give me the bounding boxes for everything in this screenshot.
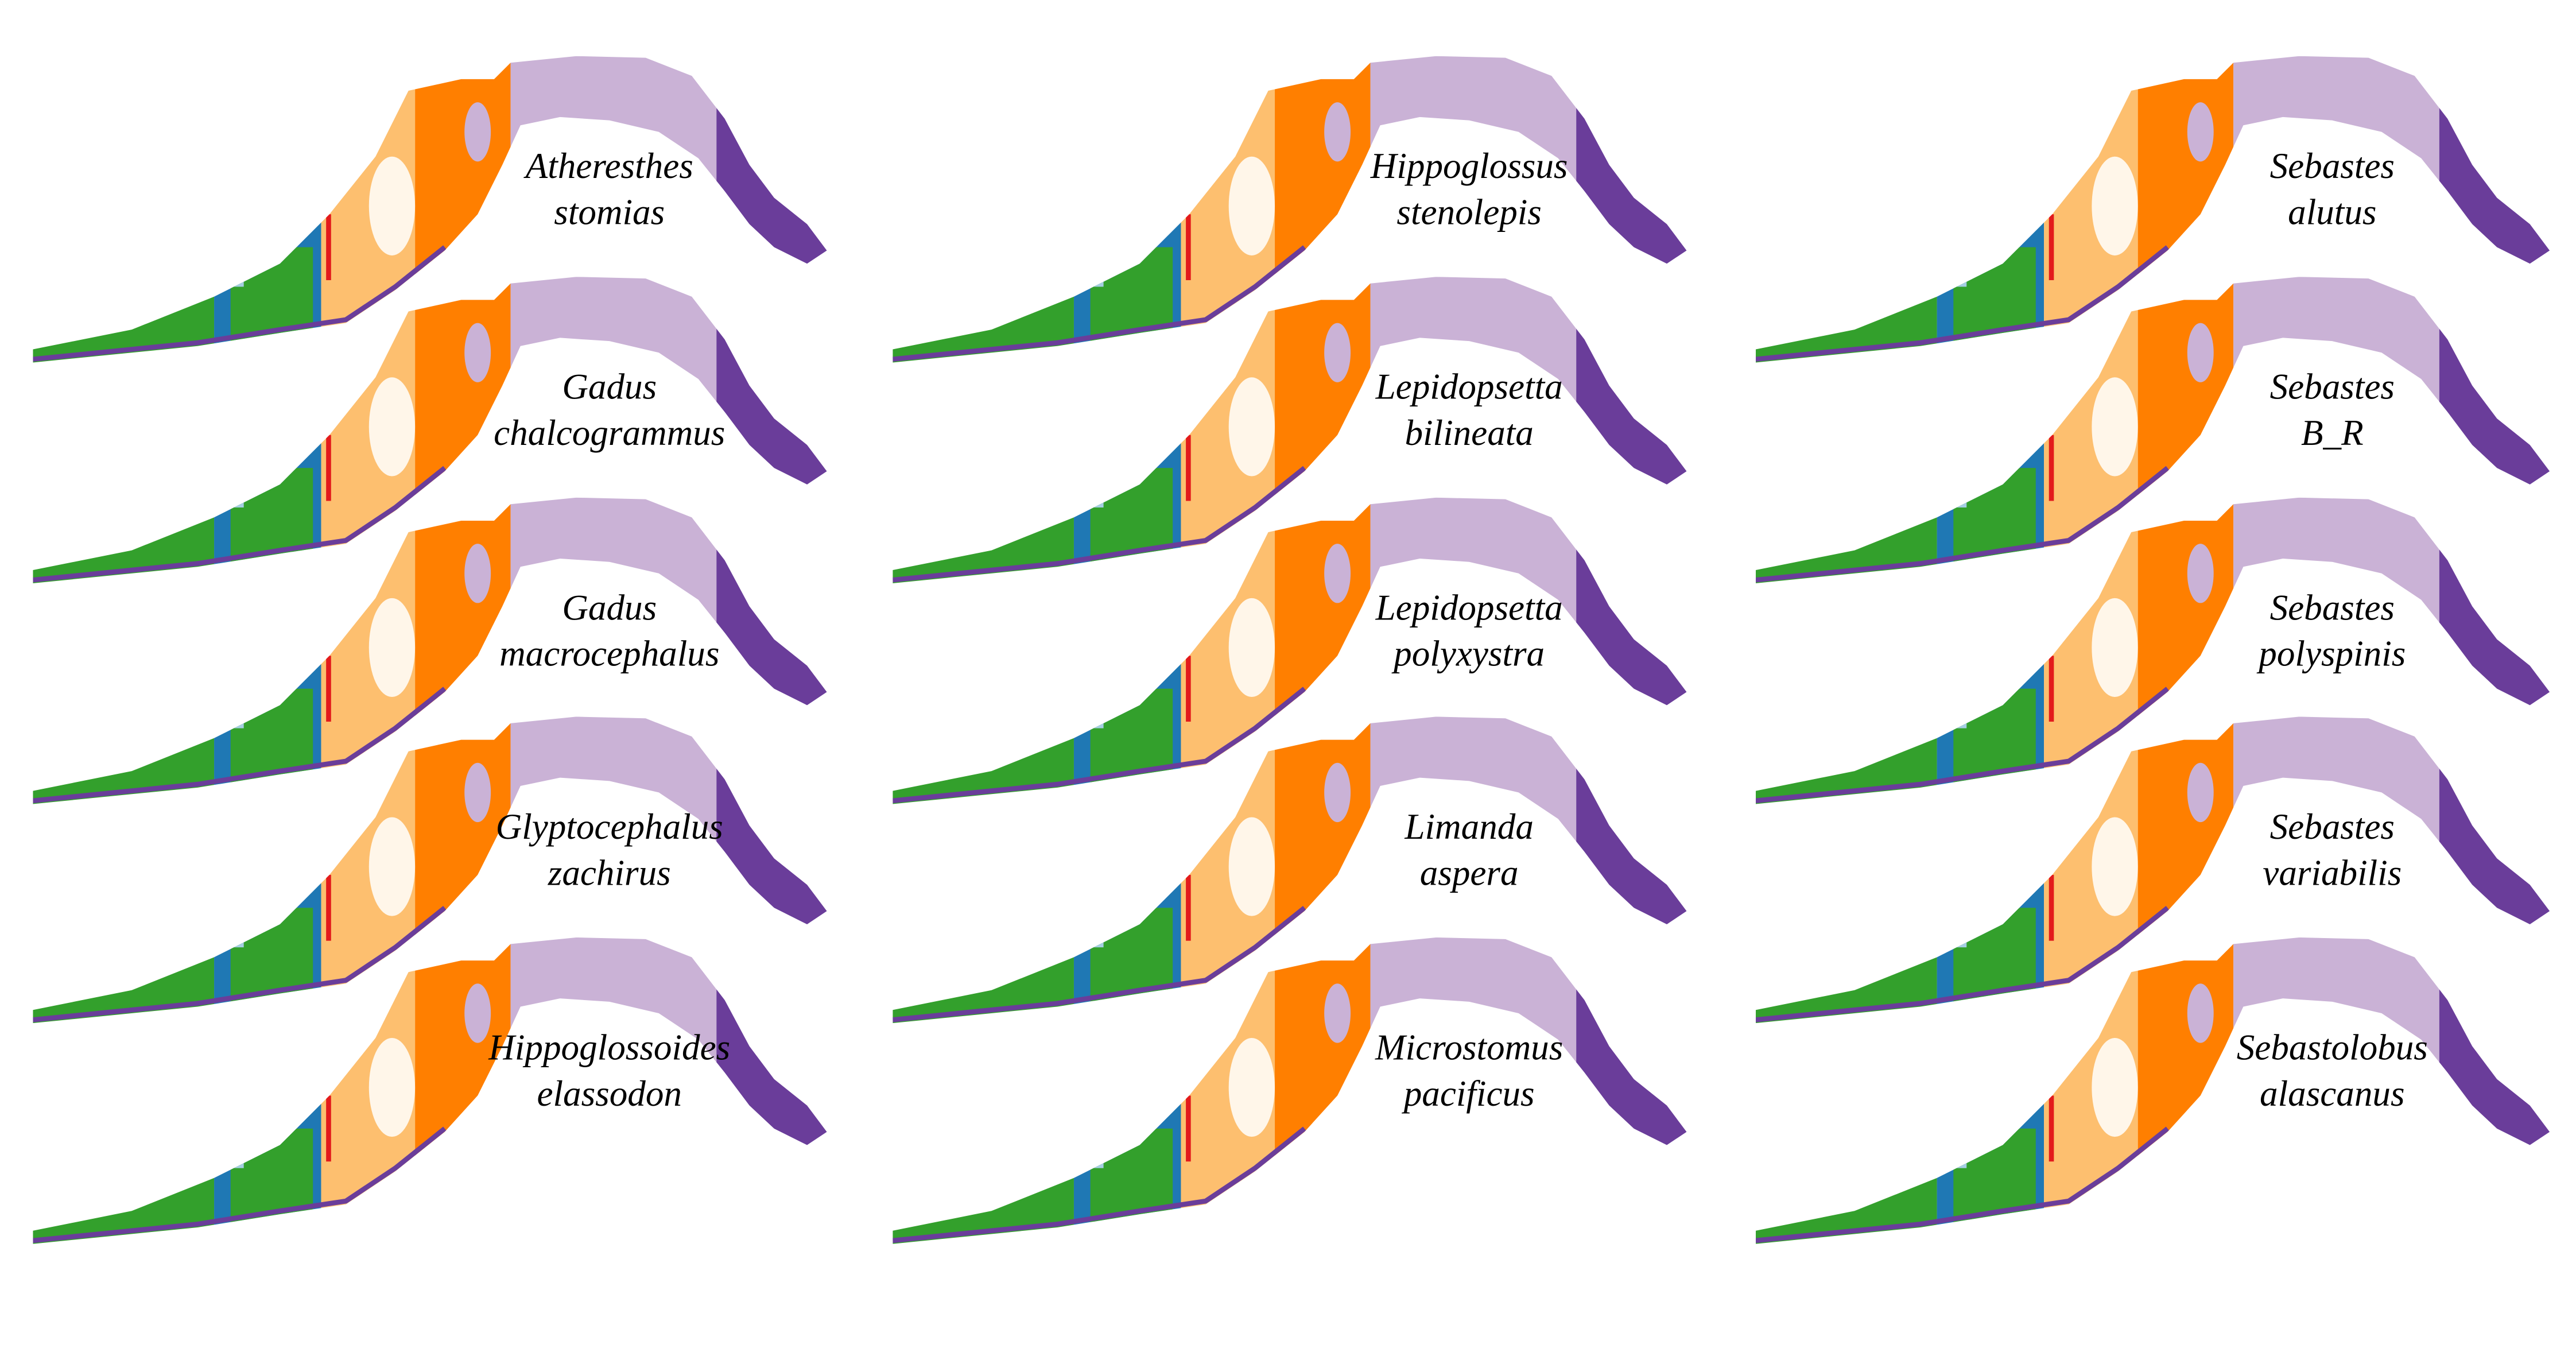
map — [860, 881, 1708, 1260]
species-label: stomias — [554, 192, 665, 233]
species-label: variabilis — [2263, 853, 2402, 893]
species-label: Sebastes — [2270, 587, 2395, 627]
species-label: chalcogrammus — [494, 413, 725, 453]
map — [1723, 881, 2571, 1260]
species-label: Hippoglossus — [1370, 146, 1568, 186]
species-label: Sebastolobus — [2237, 1027, 2428, 1067]
species-label: Sebastes — [2270, 146, 2395, 186]
species-label: zachirus — [548, 853, 671, 893]
species-label: stenolepis — [1396, 192, 1541, 233]
species-label: Microstomus — [1375, 1027, 1563, 1067]
species-label: Glyptocephalus — [496, 807, 723, 847]
species-label: pacificus — [1402, 1074, 1535, 1114]
species-label: Atheresthes — [523, 146, 693, 186]
species-label: Lepidopsetta — [1375, 367, 1563, 407]
species-label: polyxystra — [1391, 634, 1545, 674]
species-label: polyspinis — [2256, 634, 2406, 674]
species-label: Sebastes — [2270, 807, 2395, 847]
species-label: B_R — [2301, 413, 2364, 453]
species-label: Hippoglossoides — [488, 1027, 730, 1067]
species-label: bilineata — [1405, 413, 1533, 453]
species-label: elassodon — [537, 1074, 682, 1114]
species-label: Gadus — [562, 587, 657, 627]
species-label: aspera — [1420, 853, 1519, 893]
species-label: Gadus — [562, 367, 657, 407]
species-label: Sebastes — [2270, 367, 2395, 407]
species-label: macrocephalus — [499, 634, 719, 674]
species-label: Limanda — [1404, 807, 1533, 847]
species-label: alascanus — [2260, 1074, 2405, 1114]
map — [0, 881, 848, 1260]
species-label: alutus — [2288, 192, 2376, 233]
species-label: Lepidopsetta — [1375, 587, 1563, 627]
